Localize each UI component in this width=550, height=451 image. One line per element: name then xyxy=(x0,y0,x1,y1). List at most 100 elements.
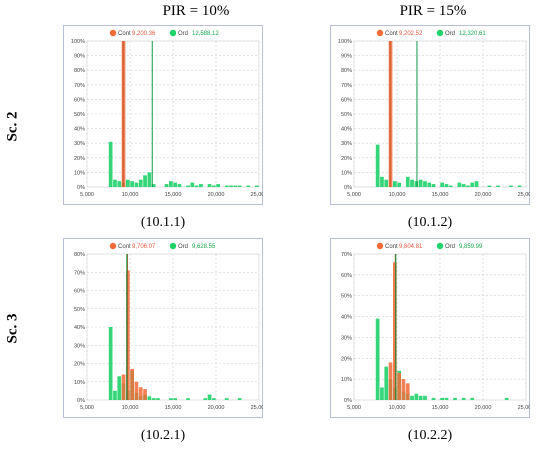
bar-cont xyxy=(130,368,134,400)
x-tick-label: 10,000 xyxy=(389,192,406,198)
x-tick-label: 15,000 xyxy=(165,192,182,198)
y-tick-label: 50% xyxy=(74,307,85,313)
histogram-10-1-1: 0% 10% 20% 30% 40% 50% 60% 70% 80% 90% 100% 5,000 10… xyxy=(63,25,263,205)
bar-ord xyxy=(487,185,492,187)
bar-ord xyxy=(186,398,190,400)
y-tick-label: 30% xyxy=(74,343,85,349)
y-tick-label: 40% xyxy=(74,325,85,331)
bar-ord xyxy=(173,398,177,400)
bar-ord xyxy=(207,394,212,400)
bar-ord xyxy=(117,181,122,187)
x-tick-label: 20,000 xyxy=(208,192,225,198)
y-tick-label: 80% xyxy=(74,252,85,258)
bar-ord xyxy=(113,390,117,400)
bar-ord xyxy=(237,185,242,187)
legend-swatch-ord xyxy=(169,29,177,37)
y-tick-label: 30% xyxy=(341,141,352,147)
bar-ord xyxy=(414,181,419,187)
y-tick-label: 10% xyxy=(74,170,85,176)
y-tick-label: 0% xyxy=(77,398,85,404)
bar-ord xyxy=(108,141,113,187)
legend-value-ord: 12,588.12 xyxy=(192,31,219,37)
bar-cont xyxy=(388,362,393,400)
legend-value-ord: 9,859.99 xyxy=(459,244,483,250)
bar-ord xyxy=(126,179,130,187)
y-tick-label: 40% xyxy=(74,127,85,133)
bar-ord xyxy=(134,182,139,187)
bar-ord xyxy=(423,395,427,400)
x-tick-label: 25,000 xyxy=(518,405,530,411)
bar-ord xyxy=(216,184,220,187)
legend-label-ord: Ord xyxy=(178,31,188,37)
bar-ord xyxy=(410,179,414,187)
y-tick-label: 0% xyxy=(344,398,352,404)
bar-cont xyxy=(143,389,147,400)
bar-ord xyxy=(418,179,423,187)
bar-ord xyxy=(380,387,384,400)
x-tick-label: 25,000 xyxy=(518,192,530,198)
bar-ord xyxy=(393,181,397,187)
bar-cont xyxy=(401,379,406,400)
bar-ord xyxy=(207,184,212,187)
y-tick-label: 80% xyxy=(74,68,85,74)
bar-ord xyxy=(410,395,414,400)
y-tick-label: 60% xyxy=(74,97,85,103)
x-tick-label: 5,000 xyxy=(80,405,94,411)
histogram-10-2-1: 0% 10% 20% 30% 40% 50% 60% 70% 80% 5,000 10,000 15,… xyxy=(63,238,263,418)
x-tick-label: 5,000 xyxy=(80,192,94,198)
x-tick-label: 5,000 xyxy=(347,405,361,411)
bar-cont xyxy=(397,372,401,400)
bar-ord xyxy=(461,397,466,400)
bar-ord xyxy=(138,179,143,187)
bar-ord xyxy=(117,376,122,400)
bar-ord xyxy=(147,396,152,400)
x-tick-label: 25,000 xyxy=(251,192,263,198)
y-tick-label: 60% xyxy=(341,97,352,103)
histogram-10-1-2: 0% 10% 20% 30% 40% 50% 60% 70% 80% 90% 100% 5,000 10… xyxy=(330,25,530,205)
caption-10-2-2: (10.2.2) xyxy=(407,428,453,443)
caption-10-1-2: (10.1.2) xyxy=(407,215,453,230)
y-tick-label: 70% xyxy=(74,270,85,276)
bar-ord xyxy=(224,185,229,187)
bar-ord xyxy=(440,397,444,400)
y-tick-label: 100% xyxy=(338,39,352,45)
column-title-pir-10: PIR = 10% xyxy=(162,3,230,19)
bar-ord xyxy=(130,181,134,187)
bar-ord xyxy=(380,176,384,187)
bar-ord xyxy=(194,185,199,187)
y-tick-label: 10% xyxy=(341,170,352,176)
bar-ord xyxy=(113,179,117,187)
x-tick-label: 15,000 xyxy=(432,192,449,198)
bar-ord xyxy=(255,185,259,187)
caption-10-1-1: (10.1.1) xyxy=(140,215,186,230)
x-tick-label: 20,000 xyxy=(475,405,492,411)
y-tick-label: 40% xyxy=(341,315,352,321)
bar-ord xyxy=(233,185,238,187)
bar-ord xyxy=(229,185,233,187)
bar-ord xyxy=(151,184,156,187)
legend-swatch-cont xyxy=(109,29,117,37)
y-tick-label: 70% xyxy=(341,252,352,258)
bar-ord xyxy=(517,185,522,187)
bar-ord xyxy=(169,181,173,187)
y-tick-label: 50% xyxy=(74,112,85,118)
y-tick-label: 30% xyxy=(74,141,85,147)
x-tick-label: 10,000 xyxy=(122,192,139,198)
bar-ord xyxy=(147,172,152,187)
histogram-10-2-2: 0% 10% 20% 30% 40% 50% 60% 70% 5,000 10,000 15,000… xyxy=(330,238,530,418)
legend-swatch-ord xyxy=(169,242,177,250)
legend-value-ord: 12,320.61 xyxy=(459,31,486,37)
bar-cont xyxy=(134,381,139,400)
bar-ord xyxy=(151,398,156,400)
y-tick-label: 0% xyxy=(77,185,85,191)
bar-ord xyxy=(504,397,509,400)
bar-ord xyxy=(474,181,479,187)
bar-ord xyxy=(203,398,208,400)
y-tick-label: 20% xyxy=(341,356,352,362)
x-tick-label: 25,000 xyxy=(251,405,263,411)
bar-ord xyxy=(212,185,216,187)
bar-ord xyxy=(156,398,160,400)
legend-swatch-cont xyxy=(109,242,117,250)
legend-label-cont: Cont xyxy=(118,31,131,37)
y-tick-label: 0% xyxy=(344,185,352,191)
